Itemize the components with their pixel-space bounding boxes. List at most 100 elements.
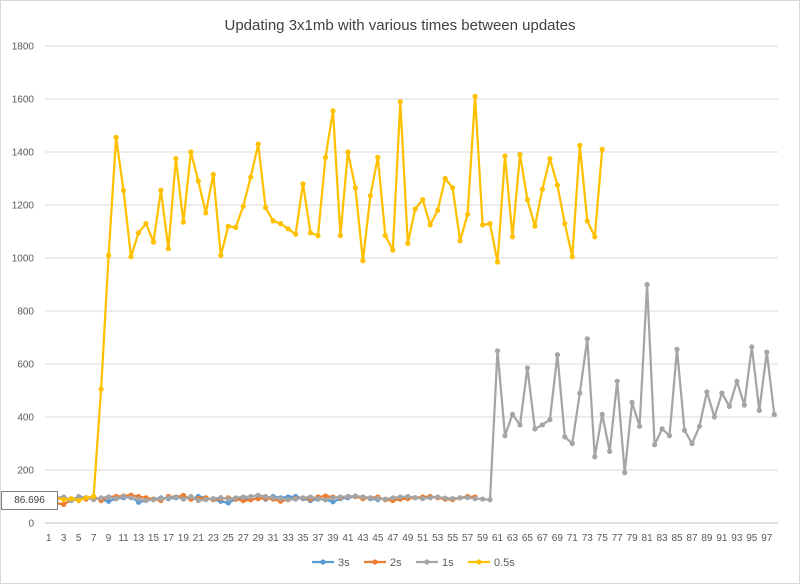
data-point bbox=[285, 497, 291, 503]
data-point bbox=[263, 493, 269, 500]
data-point bbox=[629, 399, 635, 405]
x-tick-label: 87 bbox=[686, 533, 698, 544]
legend-label: 1s bbox=[442, 557, 454, 569]
data-point bbox=[173, 156, 179, 162]
data-point bbox=[494, 259, 501, 265]
x-tick-label: 51 bbox=[417, 533, 429, 544]
data-point bbox=[547, 417, 553, 423]
data-point bbox=[771, 411, 777, 417]
data-point bbox=[599, 411, 605, 417]
data-point bbox=[98, 495, 104, 501]
data-point bbox=[569, 254, 575, 260]
data-point bbox=[106, 252, 112, 258]
x-tick-label: 95 bbox=[746, 533, 758, 544]
data-point bbox=[285, 226, 291, 232]
data-point bbox=[390, 247, 396, 253]
x-tick-label: 15 bbox=[148, 533, 160, 544]
data-point bbox=[330, 108, 336, 114]
data-point bbox=[128, 254, 134, 260]
data-point bbox=[61, 501, 67, 507]
data-point bbox=[741, 402, 747, 408]
data-point bbox=[509, 234, 516, 240]
data-point bbox=[76, 493, 82, 500]
data-point bbox=[180, 496, 186, 502]
series-0.5s bbox=[46, 93, 605, 504]
x-tick-label: 65 bbox=[522, 533, 534, 544]
data-point bbox=[652, 442, 658, 448]
data-point bbox=[427, 495, 433, 501]
data-point bbox=[367, 495, 373, 501]
x-tick-label: 97 bbox=[761, 533, 773, 544]
data-point bbox=[255, 492, 261, 498]
data-point bbox=[397, 99, 403, 105]
data-point bbox=[644, 281, 650, 288]
data-point bbox=[457, 238, 463, 244]
data-point bbox=[450, 496, 456, 502]
data-point bbox=[158, 187, 164, 193]
data-point bbox=[330, 495, 336, 501]
data-point bbox=[547, 156, 553, 162]
data-point bbox=[375, 496, 381, 502]
data-point bbox=[726, 403, 733, 409]
x-tick-label: 9 bbox=[106, 533, 112, 544]
data-point bbox=[293, 231, 299, 237]
x-tick-label: 25 bbox=[223, 533, 235, 544]
series-group bbox=[46, 93, 777, 507]
data-point bbox=[584, 336, 590, 342]
data-point bbox=[622, 470, 628, 476]
data-point bbox=[278, 496, 284, 502]
x-tick-label: 55 bbox=[447, 533, 459, 544]
x-tick-label: 17 bbox=[163, 533, 175, 544]
data-point bbox=[128, 495, 134, 501]
data-point bbox=[532, 426, 538, 432]
x-tick-label: 63 bbox=[507, 533, 519, 544]
x-tick-label: 5 bbox=[76, 533, 82, 544]
data-point bbox=[210, 496, 216, 502]
x-tick-label: 85 bbox=[671, 533, 683, 544]
legend-label: 2s bbox=[390, 557, 402, 569]
data-point bbox=[450, 185, 456, 191]
data-point bbox=[83, 495, 89, 501]
data-point bbox=[607, 448, 613, 454]
data-point bbox=[562, 434, 568, 440]
x-tick-label: 33 bbox=[283, 533, 295, 544]
data-point bbox=[91, 493, 97, 500]
data-point bbox=[749, 344, 755, 350]
data-point bbox=[225, 223, 231, 229]
x-tick-label: 93 bbox=[731, 533, 743, 544]
data-point bbox=[248, 493, 254, 500]
x-tick-label: 67 bbox=[537, 533, 549, 544]
data-point bbox=[263, 205, 269, 211]
data-point bbox=[509, 411, 516, 417]
data-point bbox=[143, 221, 149, 227]
data-point bbox=[487, 497, 493, 503]
data-point bbox=[113, 496, 119, 502]
data-point bbox=[120, 493, 127, 500]
data-point bbox=[307, 230, 314, 236]
data-point bbox=[554, 182, 561, 188]
data-point bbox=[188, 493, 194, 500]
data-point bbox=[360, 258, 366, 264]
data-point bbox=[360, 494, 366, 500]
data-point bbox=[180, 492, 186, 498]
x-tick-label: 21 bbox=[193, 533, 205, 544]
data-point bbox=[173, 494, 179, 500]
data-point bbox=[480, 222, 486, 228]
data-point bbox=[442, 175, 448, 182]
data-point bbox=[480, 496, 486, 502]
data-point bbox=[412, 495, 418, 501]
data-point bbox=[435, 207, 441, 213]
data-point bbox=[300, 181, 306, 187]
x-tick-label: 31 bbox=[268, 533, 280, 544]
x-tick-label: 59 bbox=[477, 533, 489, 544]
x-tick-label: 57 bbox=[462, 533, 474, 544]
data-point bbox=[240, 498, 246, 504]
data-point bbox=[315, 232, 321, 239]
data-point bbox=[756, 407, 762, 413]
data-point bbox=[300, 495, 306, 501]
data-point bbox=[61, 497, 67, 503]
data-point bbox=[472, 496, 478, 502]
value-tooltip: 86.696 bbox=[1, 491, 58, 510]
data-point bbox=[218, 495, 224, 501]
data-point bbox=[382, 232, 388, 239]
